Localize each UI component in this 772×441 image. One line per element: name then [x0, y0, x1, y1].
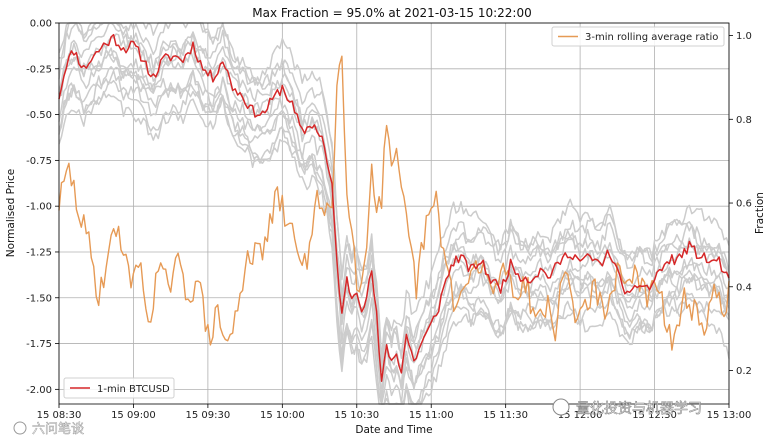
legend-bottom-left-box: [63, 377, 175, 399]
legend-top-right-box: [551, 26, 725, 47]
x-tick-label: 15 11:30: [483, 410, 528, 421]
y-right-tick-label: 0.4: [736, 282, 752, 293]
x-tick-label: 15 13:00: [707, 410, 752, 421]
legend-bottom-left: 1-min BTCUSD: [63, 377, 175, 399]
watermark-left-logo-icon: [13, 421, 27, 435]
y-left-tick-label: -2.00: [26, 385, 52, 396]
background-series-line: [58, 22, 730, 366]
background-series-line: [58, 65, 730, 405]
legend-top-right: 3-min rolling average ratio: [551, 26, 725, 47]
background-series: [58, 22, 730, 405]
series-line-ratio: [58, 55, 730, 351]
x-tick-label: 15 10:30: [334, 410, 379, 421]
x-tick-label: 15 09:30: [186, 410, 231, 421]
y-right-tick-label: 1.0: [736, 31, 752, 42]
x-axis: 15 08:30 15 09:00 15 09:30 15 10:00 15 10:30…: [37, 404, 752, 421]
x-tick-label: 15 09:00: [111, 410, 156, 421]
x-tick-label: 15 10:00: [260, 410, 305, 421]
y-axis-right: 0.2 0.4 0.6 0.8 1.0: [729, 31, 752, 377]
y-left-tick-label: -1.75: [26, 339, 52, 350]
series-line-btcusd: [58, 33, 730, 382]
x-axis-title: Date and Time: [355, 424, 432, 436]
watermark: 六问笔谈 量化投资与机器学习: [13, 398, 702, 437]
y-left-tick-label: -0.50: [26, 110, 52, 121]
y-left-tick-label: -1.50: [26, 293, 52, 304]
series-lines: [58, 33, 730, 382]
chart-title: Max Fraction = 95.0% at 2021-03-15 10:22…: [252, 6, 531, 20]
y-left-tick-label: -1.00: [26, 202, 52, 213]
plot-frame: [58, 22, 730, 405]
y-axis-left: 0.00 -0.25 -0.50 -0.75 -1.00 -1.25 -1.50 -1.75 -…: [26, 19, 59, 396]
background-series-line: [58, 79, 730, 405]
background-series-line: [58, 47, 730, 405]
y-axis-right-title: Fraction: [754, 192, 766, 234]
watermark-left-text: 六问笔谈: [32, 421, 84, 437]
watermark-right-text: 量化投资与机器学习: [576, 401, 702, 417]
x-tick-label: 15 11:00: [409, 410, 454, 421]
y-right-tick-label: 0.2: [736, 366, 752, 377]
legend-label-btc: 1-min BTCUSD: [97, 384, 170, 395]
y-right-tick-label: 0.6: [736, 199, 752, 210]
x-tick-label: 15 12:30: [632, 410, 677, 421]
legend-label-ratio: 3-min rolling average ratio: [585, 32, 718, 43]
y-right-tick-label: 0.8: [736, 115, 752, 126]
background-series-line: [58, 22, 730, 365]
background-series-line: [58, 69, 730, 405]
watermark-left: 六问笔谈: [13, 421, 84, 437]
watermark-right-logo-icon: [552, 398, 570, 416]
y-left-tick-label: -0.75: [26, 156, 52, 167]
x-tick-label: 15 08:30: [37, 410, 82, 421]
y-left-tick-label: 0.00: [30, 19, 52, 30]
y-left-tick-label: -0.25: [26, 64, 52, 75]
x-tick-label: 15 12:00: [558, 410, 603, 421]
y-left-tick-label: -1.25: [26, 247, 52, 258]
watermark-right: 量化投资与机器学习: [552, 398, 702, 417]
y-axis-left-title: Normalised Price: [5, 169, 17, 257]
background-series-line: [58, 41, 730, 399]
